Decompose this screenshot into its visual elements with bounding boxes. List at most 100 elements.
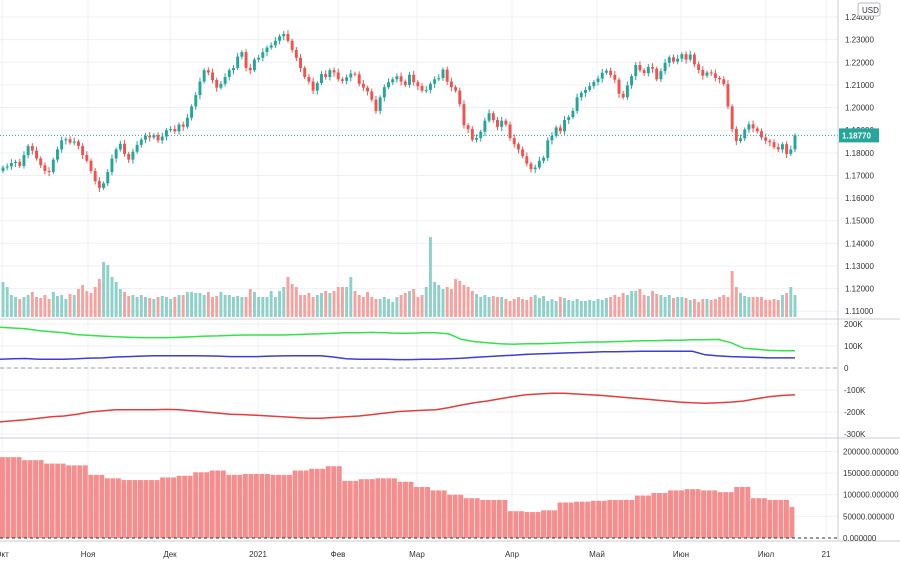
candle-body [496, 120, 499, 127]
volume-bar [269, 291, 273, 317]
volume-bar [454, 279, 458, 317]
candle-body [743, 129, 747, 139]
cot-series-line-0 [0, 326, 795, 352]
price-axis-tick: 1.17000 [845, 171, 874, 180]
net-position-bar [82, 465, 88, 538]
candle-body [500, 120, 504, 127]
candle-body [26, 146, 30, 156]
volume-bar [659, 295, 663, 317]
net-position-bar [750, 498, 756, 538]
volume-bar [433, 282, 437, 317]
volume-bar [131, 295, 135, 317]
candle-body [592, 81, 596, 87]
candle-body [760, 131, 763, 138]
candle-body [169, 129, 173, 131]
net-position-bar [259, 473, 265, 538]
candle-body [114, 149, 118, 159]
volume-bar [563, 298, 566, 317]
volume-bar [584, 301, 587, 317]
net-position-bar [380, 478, 386, 538]
candle-body [508, 124, 512, 139]
volume-bar [190, 292, 194, 317]
candle-body [692, 54, 696, 65]
last-price-label: 1.18770 [842, 131, 871, 140]
net-position-bar [182, 475, 188, 538]
volume-bar [676, 297, 680, 317]
candle-body [789, 149, 793, 154]
volume-bar [537, 298, 541, 317]
candle-body [81, 146, 85, 156]
net-position-bar [480, 499, 486, 538]
volume-bar [290, 284, 294, 317]
net-position-bar [474, 498, 480, 538]
price-axis-tick: 1.12000 [845, 285, 874, 294]
net-position-bar [717, 492, 723, 538]
time-axis-label: Мар [409, 550, 425, 559]
volume-bar [303, 295, 307, 317]
net-position-bar [66, 465, 72, 538]
volume-bar [768, 300, 772, 317]
candle-body [97, 181, 101, 188]
candle-body [462, 104, 466, 126]
net-position-bar [248, 473, 254, 538]
net-position-bar [391, 478, 397, 538]
volume-bar [785, 293, 789, 317]
volume-bar [232, 297, 235, 317]
candle-body [424, 89, 428, 91]
net-position-bar [668, 490, 673, 538]
volume-bar [169, 299, 173, 317]
candle-body [412, 74, 416, 83]
net-position-bar [138, 480, 143, 538]
net-position-bar [115, 478, 121, 538]
volume-bar [525, 300, 529, 317]
candle-body [303, 67, 307, 78]
candle-body [659, 71, 663, 80]
net-position-bar [336, 466, 342, 538]
candle-body [546, 140, 550, 158]
candle-body [110, 158, 114, 173]
volume-bar [571, 301, 575, 317]
candle-body [227, 70, 231, 78]
candle-body [361, 83, 365, 88]
candle-body [194, 95, 198, 107]
volume-bar [106, 265, 110, 317]
candle-body [609, 70, 613, 75]
volume-bar [236, 296, 240, 317]
candle-body [374, 99, 378, 111]
net-position-bar [463, 498, 469, 538]
currency-badge[interactable] [857, 2, 881, 17]
net-position-bar [226, 474, 232, 538]
volume-bar [613, 295, 617, 317]
candle-body [349, 73, 353, 78]
net-position-bar [568, 502, 574, 538]
candle-body [236, 56, 240, 68]
net-position-bar [485, 499, 491, 538]
volume-bar [265, 297, 269, 317]
volume-bar [64, 299, 68, 317]
volume-bar [9, 295, 13, 317]
net-position-bar [104, 478, 110, 538]
volume-bar [600, 300, 604, 317]
volume-bar [357, 295, 361, 317]
candle-body [22, 155, 26, 166]
volume-bar [575, 299, 579, 317]
net-position-bar [292, 470, 298, 538]
price-axis-tick: 1.22000 [845, 58, 874, 67]
candle-body [261, 52, 265, 58]
time-axis-label: Май [589, 550, 605, 559]
candle-body [458, 90, 462, 105]
net-position-bar [314, 468, 320, 538]
net-position-bar [369, 479, 375, 538]
volume-bar [567, 300, 571, 317]
volume-bar [261, 297, 265, 317]
candle-body [290, 40, 294, 50]
volume-bar [324, 291, 328, 317]
price-axis-tick: 1.20000 [845, 104, 874, 113]
candle-body [516, 144, 520, 150]
candle-body [584, 89, 587, 93]
volume-bar [340, 287, 344, 317]
candle-body [537, 160, 541, 168]
candle-body [676, 58, 680, 62]
net-position-bar [502, 499, 508, 538]
candle-body [588, 86, 592, 90]
